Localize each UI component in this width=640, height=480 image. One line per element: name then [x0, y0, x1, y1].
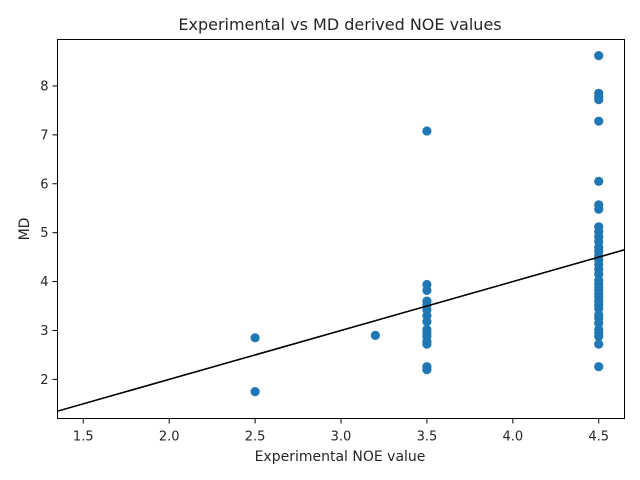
data-point: [422, 339, 432, 349]
x-tick-label: 3.0: [331, 430, 352, 445]
y-tick-label: 8: [40, 79, 48, 94]
y-tick-label: 3: [40, 324, 48, 339]
data-point: [594, 331, 604, 341]
y-axis: 2 3 4 5 6 7 8: [40, 79, 58, 388]
data-point: [594, 269, 604, 279]
data-point: [422, 317, 432, 327]
x-tick-label: 1.5: [73, 430, 94, 445]
x-tick-label: 4.0: [502, 430, 523, 445]
reference-line: [57, 249, 625, 412]
x-axis: 1.5 2.0 2.5 3.0 3.5 4.0 4.5: [73, 418, 609, 445]
data-point: [422, 126, 432, 136]
chart-title: Experimental vs MD derived NOE values: [178, 15, 501, 34]
data-point: [594, 318, 604, 328]
y-tick-label: 7: [40, 128, 48, 143]
data-point: [594, 95, 604, 105]
data-point: [594, 204, 604, 214]
data-point: [594, 362, 604, 372]
y-tick-label: 5: [40, 226, 48, 241]
data-point: [594, 176, 604, 186]
data-point: [370, 330, 380, 340]
data-point: [422, 364, 432, 375]
data-point: [250, 387, 260, 397]
plot-area: [57, 51, 625, 412]
data-point: [594, 339, 604, 349]
axes-frame: [57, 39, 625, 419]
x-axis-label: Experimental NOE value: [255, 449, 426, 465]
y-tick-label: 2: [40, 373, 48, 388]
x-tick-label: 2.0: [159, 430, 180, 445]
data-point: [250, 333, 260, 343]
y-tick-label: 4: [40, 275, 48, 290]
data-point: [594, 303, 604, 314]
x-tick-label: 3.5: [417, 430, 438, 445]
x-tick-label: 4.5: [588, 430, 609, 445]
data-point: [422, 285, 432, 295]
y-tick-label: 6: [40, 177, 48, 192]
data-point: [594, 51, 604, 61]
x-tick-label: 2.5: [245, 430, 266, 445]
data-point: [594, 116, 604, 126]
y-axis-label: MD: [17, 218, 33, 241]
